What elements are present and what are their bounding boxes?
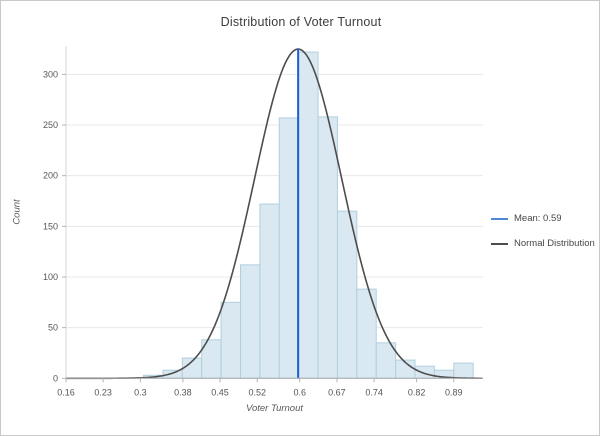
histogram-bar[interactable]	[414, 365, 435, 379]
x-tick-label: 0.52	[248, 387, 266, 397]
histogram-bar[interactable]	[453, 362, 474, 379]
legend-label-mean: Mean: 0.59	[514, 213, 562, 224]
histogram-bar[interactable]	[220, 301, 242, 379]
x-tick-label: 0.38	[174, 387, 192, 397]
histogram-bar[interactable]	[240, 264, 261, 379]
x-tick-label: 0.45	[211, 387, 229, 397]
normal-distribution-swatch-icon	[491, 242, 508, 245]
legend-item-mean[interactable]: Mean: 0.59	[491, 213, 595, 224]
x-tick-label: 0.89	[445, 387, 463, 397]
histogram-bar[interactable]	[317, 116, 338, 379]
histogram-bar[interactable]	[278, 117, 300, 379]
chart-title: Distribution of Voter Turnout	[220, 15, 382, 29]
y-tick-label: 300	[43, 69, 58, 79]
x-axis-title: Voter Turnout	[245, 403, 304, 414]
y-tick-label: 0	[53, 373, 58, 383]
y-tick-label: 100	[43, 272, 58, 282]
legend: Mean: 0.59 Normal Distribution	[491, 213, 595, 249]
histogram-bar[interactable]	[298, 51, 319, 379]
x-tick-label: 0.6	[293, 387, 306, 397]
y-tick-label: 150	[43, 221, 58, 231]
y-tick-label: 50	[48, 323, 58, 333]
x-tick-label: 0.23	[94, 387, 112, 397]
y-tick-label: 250	[43, 120, 58, 130]
legend-label-normal-distribution: Normal Distribution	[514, 238, 595, 249]
legend-item-normal-distribution[interactable]: Normal Distribution	[491, 238, 595, 249]
x-tick-label: 0.16	[57, 387, 75, 397]
x-tick-label: 0.3	[134, 387, 147, 397]
y-tick-label: 200	[43, 171, 58, 181]
mean-line-swatch-icon	[491, 217, 508, 220]
x-tick-label: 0.67	[328, 387, 346, 397]
histogram-bar[interactable]	[259, 203, 280, 379]
y-axis-title: Count	[11, 199, 23, 225]
x-tick-label: 0.74	[365, 387, 383, 397]
x-tick-label: 0.82	[408, 387, 426, 397]
